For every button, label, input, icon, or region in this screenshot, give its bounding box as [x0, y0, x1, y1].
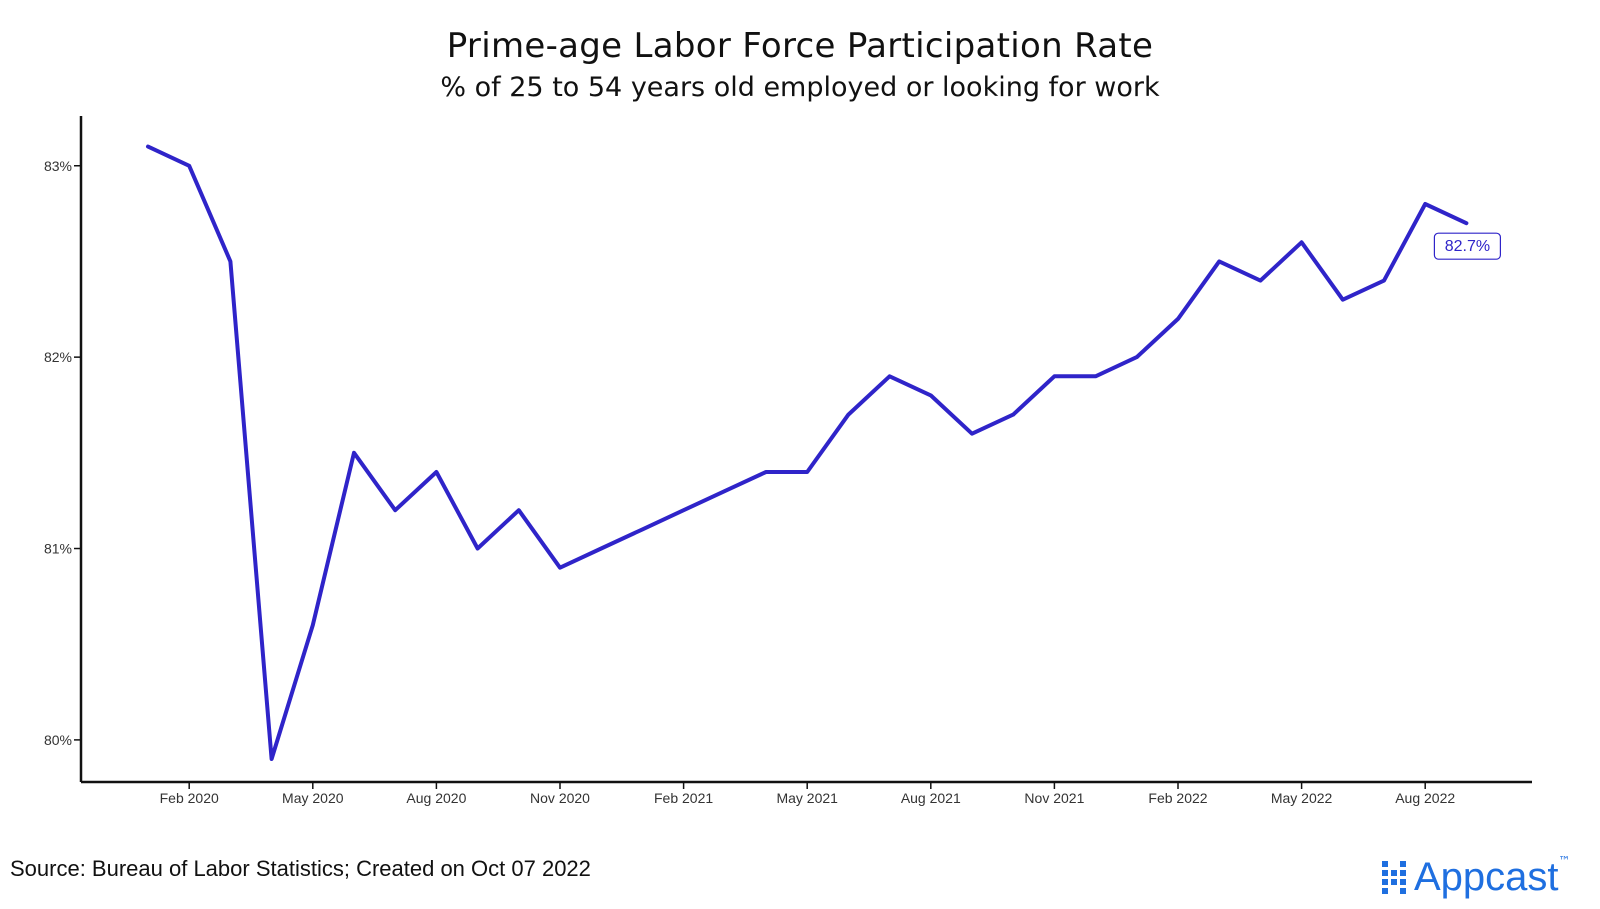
data-point: [1258, 279, 1262, 283]
data-point: [1341, 298, 1345, 302]
appcast-logo: Appcast ™: [1382, 852, 1571, 902]
data-point: [682, 508, 686, 512]
chart-title: Prime-age Labor Force Participation Rate: [446, 26, 1154, 66]
data-point: [311, 623, 315, 627]
series-line: [146, 144, 1469, 761]
x-tick-label: Feb 2022: [1148, 790, 1207, 806]
brand-trademark: ™: [1558, 854, 1571, 868]
data-point: [187, 164, 191, 168]
data-point: [764, 470, 768, 474]
x-tick-label: May 2020: [282, 790, 344, 806]
data-point: [146, 145, 150, 149]
data-point: [558, 566, 562, 570]
x-tick-label: Nov 2020: [530, 790, 590, 806]
data-point: [434, 470, 438, 474]
data-point: [723, 489, 727, 493]
brand-name: Appcast: [1414, 855, 1559, 899]
x-tick-label: Aug 2022: [1395, 790, 1455, 806]
data-point: [929, 393, 933, 397]
data-point: [1382, 279, 1386, 283]
chart-subtitle: % of 25 to 54 years old employed or look…: [440, 72, 1160, 103]
annotation-box: [1433, 232, 1502, 260]
data-point: [1423, 202, 1427, 206]
source-note: Source: Bureau of Labor Statistics; Crea…: [10, 856, 591, 881]
data-point: [393, 508, 397, 512]
y-tick-label: 83%: [44, 158, 72, 174]
data-point: [888, 374, 892, 378]
data-point: [1464, 221, 1468, 225]
appcast-logo-icon: [1382, 860, 1406, 894]
data-point: [640, 527, 644, 531]
data-point: [228, 259, 232, 263]
x-tick-label: Nov 2021: [1024, 790, 1084, 806]
y-tick-label: 82%: [44, 349, 72, 365]
data-point: [599, 547, 603, 551]
data-point: [1052, 374, 1056, 378]
x-tick-label: Aug 2021: [901, 790, 961, 806]
data-point: [517, 508, 521, 512]
data-point: [1217, 259, 1221, 263]
data-point: [270, 757, 274, 761]
data-point: [1176, 317, 1180, 321]
data-point: [970, 432, 974, 436]
annotation-label: 82.7%: [1445, 238, 1490, 255]
data-point: [1300, 240, 1304, 244]
y-tick-label: 81%: [44, 541, 72, 557]
data-point: [805, 470, 809, 474]
value-annotation: 82.7%: [1433, 232, 1502, 260]
x-tick-label: May 2021: [776, 790, 838, 806]
data-point: [352, 451, 356, 455]
data-point: [846, 413, 850, 417]
data-point: [1011, 413, 1015, 417]
y-tick-label: 80%: [44, 732, 72, 748]
x-tick-label: May 2022: [1271, 790, 1333, 806]
x-tick-label: Feb 2020: [160, 790, 219, 806]
data-point: [1135, 355, 1139, 359]
data-point: [1094, 374, 1098, 378]
x-tick-label: Aug 2020: [406, 790, 466, 806]
data-point: [476, 547, 480, 551]
x-tick-label: Feb 2021: [654, 790, 713, 806]
